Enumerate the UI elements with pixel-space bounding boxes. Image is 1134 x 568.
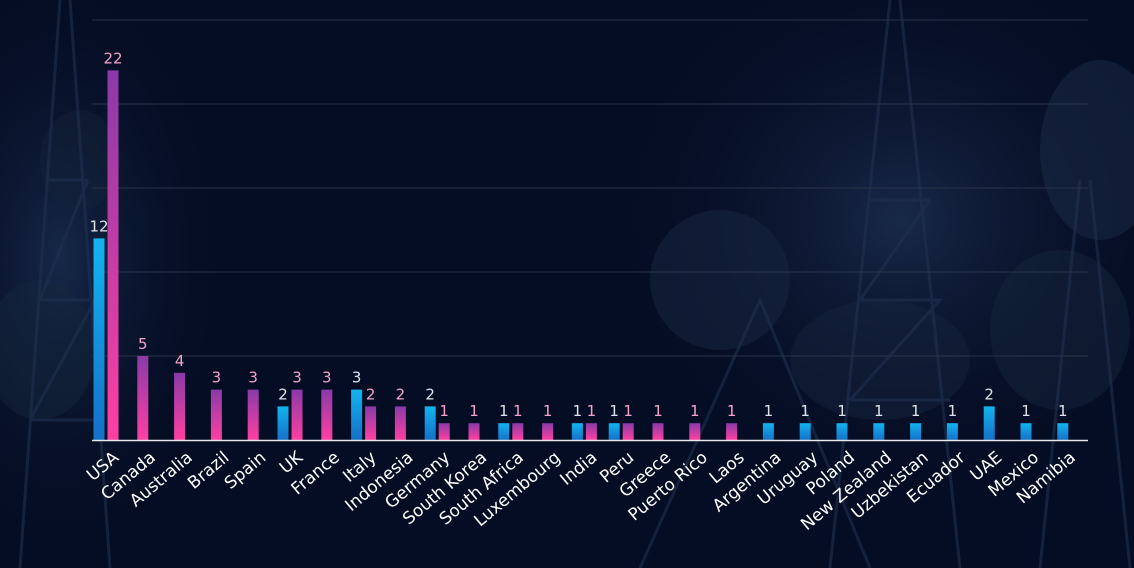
bar-pink-10 bbox=[468, 423, 480, 440]
value-label-blue-9: 2 bbox=[425, 385, 435, 403]
bar-pink-8 bbox=[394, 406, 406, 440]
value-label-blue-18: 1 bbox=[764, 402, 774, 420]
value-label-blue-21: 1 bbox=[874, 402, 884, 420]
bar-blue-9 bbox=[424, 406, 436, 440]
bar-pink-16 bbox=[689, 423, 701, 440]
value-label-blue-11: 1 bbox=[499, 402, 509, 420]
bar-pink-0 bbox=[107, 70, 119, 441]
bar-pink-4 bbox=[247, 389, 259, 440]
value-label-blue-5: 2 bbox=[278, 385, 288, 403]
bar-blue-20 bbox=[836, 423, 848, 440]
value-label-blue-13: 1 bbox=[573, 402, 583, 420]
bar-pink-12 bbox=[542, 423, 554, 440]
value-label-pink-2: 4 bbox=[175, 352, 185, 370]
bar-blue-7 bbox=[351, 389, 363, 440]
bar-blue-24 bbox=[983, 406, 995, 440]
bar-blue-22 bbox=[910, 423, 922, 440]
value-label-pink-16: 1 bbox=[690, 402, 700, 420]
value-label-blue-23: 1 bbox=[948, 402, 958, 420]
bar-pink-15 bbox=[652, 423, 664, 440]
bar-pink-14 bbox=[622, 423, 634, 440]
value-label-pink-13: 1 bbox=[587, 402, 597, 420]
tick-label-4: Spain bbox=[221, 448, 270, 494]
value-label-pink-15: 1 bbox=[653, 402, 663, 420]
bar-blue-18 bbox=[762, 423, 774, 440]
value-label-pink-4: 3 bbox=[248, 369, 258, 387]
bar-blue-21 bbox=[873, 423, 885, 440]
value-label-pink-9: 1 bbox=[439, 402, 449, 420]
bar-blue-26 bbox=[1057, 423, 1069, 440]
bar-pink-13 bbox=[585, 423, 597, 440]
bar-pink-17 bbox=[726, 423, 738, 440]
bar-blue-23 bbox=[946, 423, 958, 440]
value-label-pink-14: 1 bbox=[623, 402, 633, 420]
bar-pink-1 bbox=[137, 356, 149, 440]
value-label-blue-19: 1 bbox=[800, 402, 810, 420]
bar-pink-5 bbox=[291, 389, 303, 440]
value-label-blue-7: 3 bbox=[352, 369, 362, 387]
bar-pink-11 bbox=[512, 423, 524, 440]
value-label-pink-12: 1 bbox=[543, 402, 553, 420]
bar-pink-9 bbox=[438, 423, 450, 440]
value-label-blue-20: 1 bbox=[837, 402, 847, 420]
bar-pink-6 bbox=[321, 389, 333, 440]
bar-pink-3 bbox=[210, 389, 222, 440]
value-label-blue-14: 1 bbox=[609, 402, 619, 420]
bar-pink-2 bbox=[174, 372, 186, 440]
bar-blue-14 bbox=[608, 423, 620, 440]
value-label-pink-1: 5 bbox=[138, 335, 148, 353]
bar-pink-7 bbox=[365, 406, 377, 440]
value-label-pink-0: 22 bbox=[103, 49, 122, 67]
value-label-pink-5: 3 bbox=[292, 369, 302, 387]
value-label-blue-0: 12 bbox=[89, 217, 108, 235]
value-label-pink-11: 1 bbox=[513, 402, 523, 420]
bar-blue-13 bbox=[571, 423, 583, 440]
bar-blue-11 bbox=[498, 423, 510, 440]
value-label-pink-6: 3 bbox=[322, 369, 332, 387]
bar-blue-25 bbox=[1020, 423, 1032, 440]
bars bbox=[93, 70, 1069, 441]
gridlines bbox=[92, 19, 1088, 357]
tick-label-3: Brazil bbox=[184, 448, 233, 494]
bar-blue-5 bbox=[277, 406, 289, 440]
tick-label-13: India bbox=[557, 448, 602, 490]
bar-blue-19 bbox=[799, 423, 811, 440]
value-label-pink-8: 2 bbox=[396, 385, 406, 403]
value-label-blue-25: 1 bbox=[1021, 402, 1031, 420]
value-label-blue-26: 1 bbox=[1058, 402, 1068, 420]
value-label-pink-17: 1 bbox=[727, 402, 737, 420]
value-label-pink-10: 1 bbox=[469, 402, 479, 420]
value-label-pink-7: 2 bbox=[366, 385, 376, 403]
bar-blue-0 bbox=[93, 238, 105, 440]
value-label-blue-24: 2 bbox=[984, 385, 994, 403]
value-label-pink-3: 3 bbox=[212, 369, 222, 387]
value-label-blue-22: 1 bbox=[911, 402, 921, 420]
